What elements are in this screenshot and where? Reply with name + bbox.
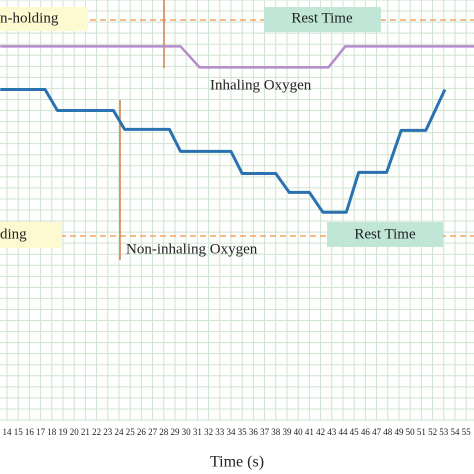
label-box <box>327 222 443 247</box>
x-tick-label: 35 <box>238 427 248 437</box>
x-tick-label: 14 <box>2 427 12 437</box>
series-line <box>0 88 447 214</box>
x-axis-label: Time (s) <box>210 454 264 471</box>
x-tick-label: 15 <box>14 427 24 437</box>
x-tick-label: 47 <box>372 427 382 437</box>
x-tick-label: 16 <box>25 427 35 437</box>
x-tick-label: 34 <box>226 427 236 437</box>
x-tick-label: 40 <box>294 427 304 437</box>
x-tick-label: 48 <box>383 427 393 437</box>
x-tick-label: 33 <box>215 427 225 437</box>
x-tick-label: 45 <box>350 427 360 437</box>
x-tick-label: 42 <box>316 427 325 437</box>
annotation: Inhaling Oxygen <box>210 77 312 93</box>
x-tick-label: 32 <box>204 427 213 437</box>
grid <box>0 0 474 421</box>
x-tick-label: 23 <box>103 427 113 437</box>
x-tick-label: 20 <box>70 427 80 437</box>
x-tick-label: 28 <box>159 427 169 437</box>
x-tick-label: 46 <box>361 427 371 437</box>
x-tick-label: 54 <box>450 427 460 437</box>
series-line <box>0 45 474 69</box>
x-tick-label: 37 <box>260 427 270 437</box>
x-tick-label: 50 <box>406 427 416 437</box>
reference-lines <box>0 0 474 260</box>
x-tick-label: 51 <box>417 427 426 437</box>
x-tick-label: 30 <box>182 427 192 437</box>
x-tick-label: 36 <box>249 427 259 437</box>
series <box>0 45 474 214</box>
x-tick-label: 49 <box>394 427 404 437</box>
x-tick-label: 26 <box>137 427 147 437</box>
label-box <box>264 7 381 32</box>
label-box <box>0 222 62 248</box>
x-tick-label: 29 <box>170 427 180 437</box>
x-tick-label: 21 <box>81 427 90 437</box>
annotation: Rest Time <box>291 10 353 26</box>
x-tick-label: 43 <box>327 427 337 437</box>
x-tick-label: 55 <box>462 427 472 437</box>
x-tick-label: 53 <box>439 427 449 437</box>
x-tick-label: 41 <box>305 427 314 437</box>
x-tick-label: 52 <box>428 427 437 437</box>
x-tick-label: 17 <box>36 427 46 437</box>
annotation: n-holding <box>0 10 59 26</box>
label-box <box>0 7 88 31</box>
annotation: ding <box>0 226 27 242</box>
x-tick-label: 18 <box>47 427 57 437</box>
x-tick-label: 25 <box>126 427 136 437</box>
annotation: Rest Time <box>354 226 416 242</box>
x-tick-label: 39 <box>282 427 292 437</box>
x-tick-label: 27 <box>148 427 158 437</box>
x-tick-label: 22 <box>92 427 101 437</box>
x-tick-label: 44 <box>338 427 348 437</box>
x-tick-label: 38 <box>271 427 281 437</box>
x-tick-label: 24 <box>114 427 124 437</box>
annotation: Non-inhaling Oxygen <box>126 241 258 257</box>
x-tick-label: 31 <box>193 427 202 437</box>
x-tick-label: 19 <box>58 427 68 437</box>
